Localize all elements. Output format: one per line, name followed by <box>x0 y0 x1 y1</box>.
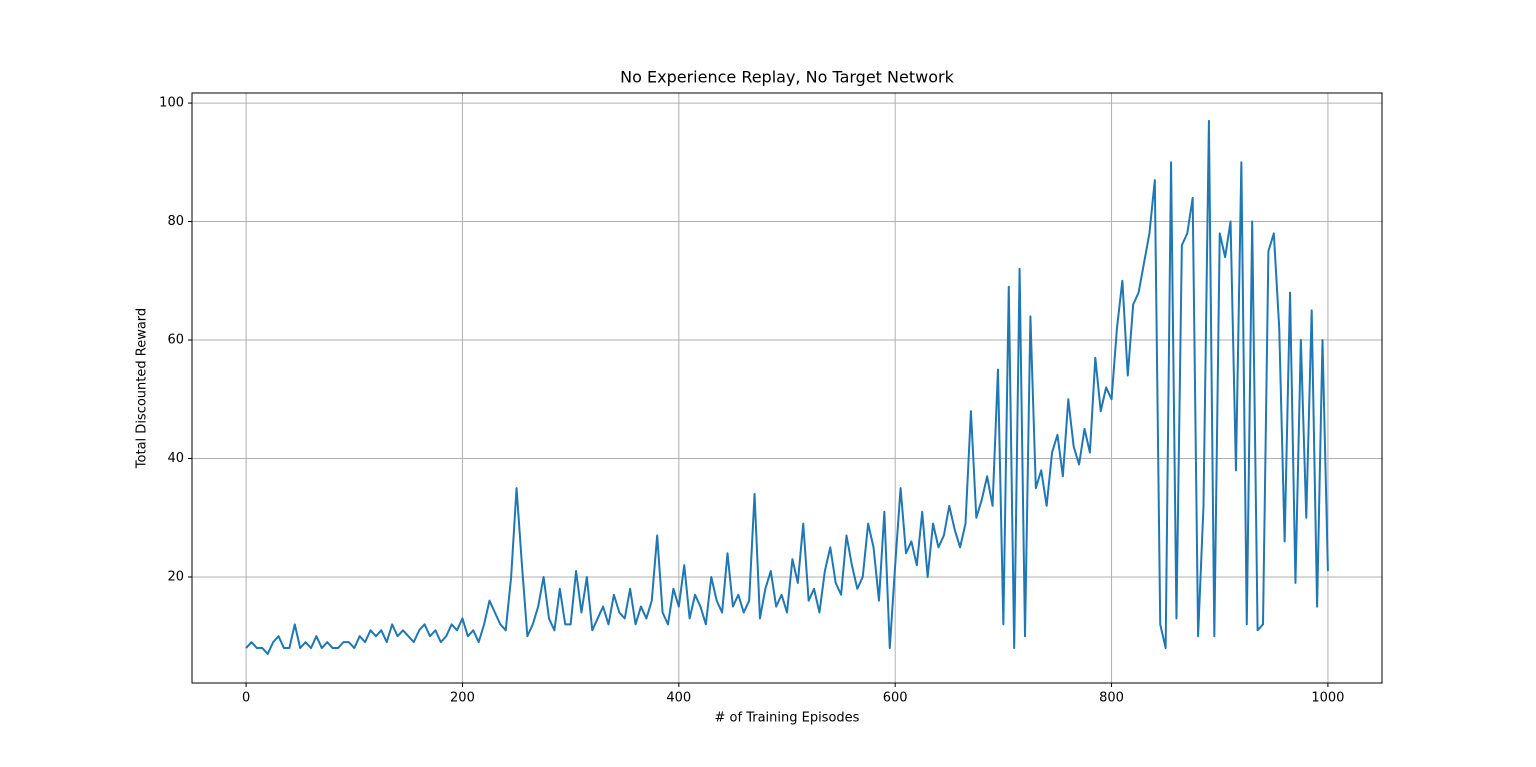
x-tick-label: 400 <box>666 691 691 706</box>
line-series <box>245 119 1329 655</box>
x-tick-label: 1000 <box>1311 691 1344 706</box>
chart-title: No Experience Replay, No Target Network <box>620 68 954 87</box>
y-tick-label: 80 <box>167 214 184 229</box>
plot-frame <box>191 92 1383 684</box>
y-tick-label: 100 <box>159 96 184 111</box>
y-axis-label: Total Discounted Reward <box>135 308 150 469</box>
x-tick-label: 200 <box>450 691 475 706</box>
x-tick-label: 0 <box>242 691 250 706</box>
x-tick-label: 800 <box>1099 691 1124 706</box>
x-tick-label: 600 <box>883 691 908 706</box>
y-tick-label: 60 <box>167 333 184 348</box>
x-axis-label: # of Training Episodes <box>715 711 860 726</box>
y-tick-label: 20 <box>167 569 184 584</box>
y-tick-label: 40 <box>167 451 184 466</box>
